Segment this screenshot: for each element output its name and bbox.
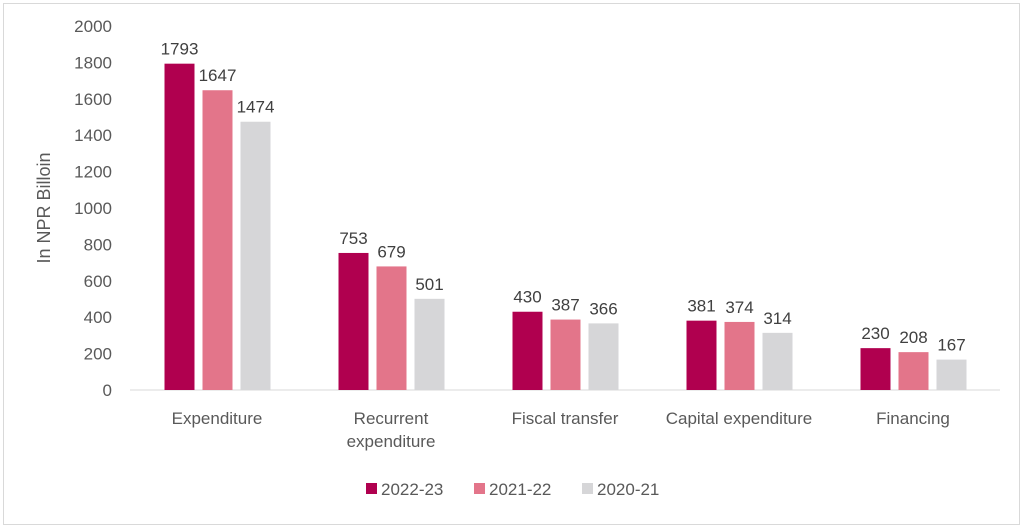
data-label: 381 (687, 297, 715, 316)
data-label: 501 (415, 275, 443, 294)
data-label: 314 (763, 309, 791, 328)
bar (414, 298, 445, 390)
y-tick-label: 1400 (74, 126, 112, 145)
bar (338, 252, 369, 390)
bar (376, 266, 407, 390)
data-label: 753 (339, 229, 367, 248)
bar (860, 348, 891, 390)
legend-swatch (474, 483, 485, 494)
data-label: 679 (377, 242, 405, 261)
x-tick-label: Fiscal transfer (512, 409, 619, 428)
y-tick-label: 1200 (74, 163, 112, 182)
data-label: 366 (589, 299, 617, 318)
y-tick-label: 1600 (74, 90, 112, 109)
data-label: 230 (861, 324, 889, 343)
y-tick-label: 1800 (74, 53, 112, 72)
bar (686, 320, 717, 390)
bar (588, 323, 619, 390)
data-label: 167 (937, 336, 965, 355)
bar (550, 319, 581, 390)
data-label: 1793 (161, 40, 199, 59)
data-label: 430 (513, 288, 541, 307)
y-tick-label: 200 (84, 345, 112, 364)
y-tick-label: 2000 (74, 17, 112, 36)
data-label: 1474 (237, 98, 275, 117)
bar (762, 332, 793, 390)
bar (898, 352, 929, 390)
legend-label: 2021-22 (489, 480, 551, 499)
y-tick-label: 800 (84, 235, 112, 254)
bar (512, 311, 543, 390)
data-label: 1647 (199, 66, 237, 85)
bar (240, 121, 271, 391)
bar (936, 359, 967, 390)
data-label: 387 (551, 296, 579, 315)
x-tick-label: Financing (876, 409, 950, 428)
x-tick-label: Expenditure (172, 409, 263, 428)
legend-swatch (582, 483, 593, 494)
bar (164, 63, 195, 390)
bar (202, 90, 233, 390)
legend-swatch (366, 483, 377, 494)
x-tick-label: Capital expenditure (666, 409, 812, 428)
y-tick-label: 600 (84, 272, 112, 291)
legend-label: 2022-23 (381, 480, 443, 499)
y-axis-label: In NPR Billoin (34, 152, 54, 263)
y-tick-label: 1000 (74, 199, 112, 218)
y-tick-label: 0 (103, 381, 112, 400)
y-tick-label: 400 (84, 308, 112, 327)
data-label: 374 (725, 298, 753, 317)
data-label: 208 (899, 328, 927, 347)
bar (724, 321, 755, 390)
legend-label: 2020-21 (597, 480, 659, 499)
x-tick-label: expenditure (347, 432, 436, 451)
x-tick-label: Recurrent (354, 409, 429, 428)
chart-frame (3, 3, 1020, 525)
